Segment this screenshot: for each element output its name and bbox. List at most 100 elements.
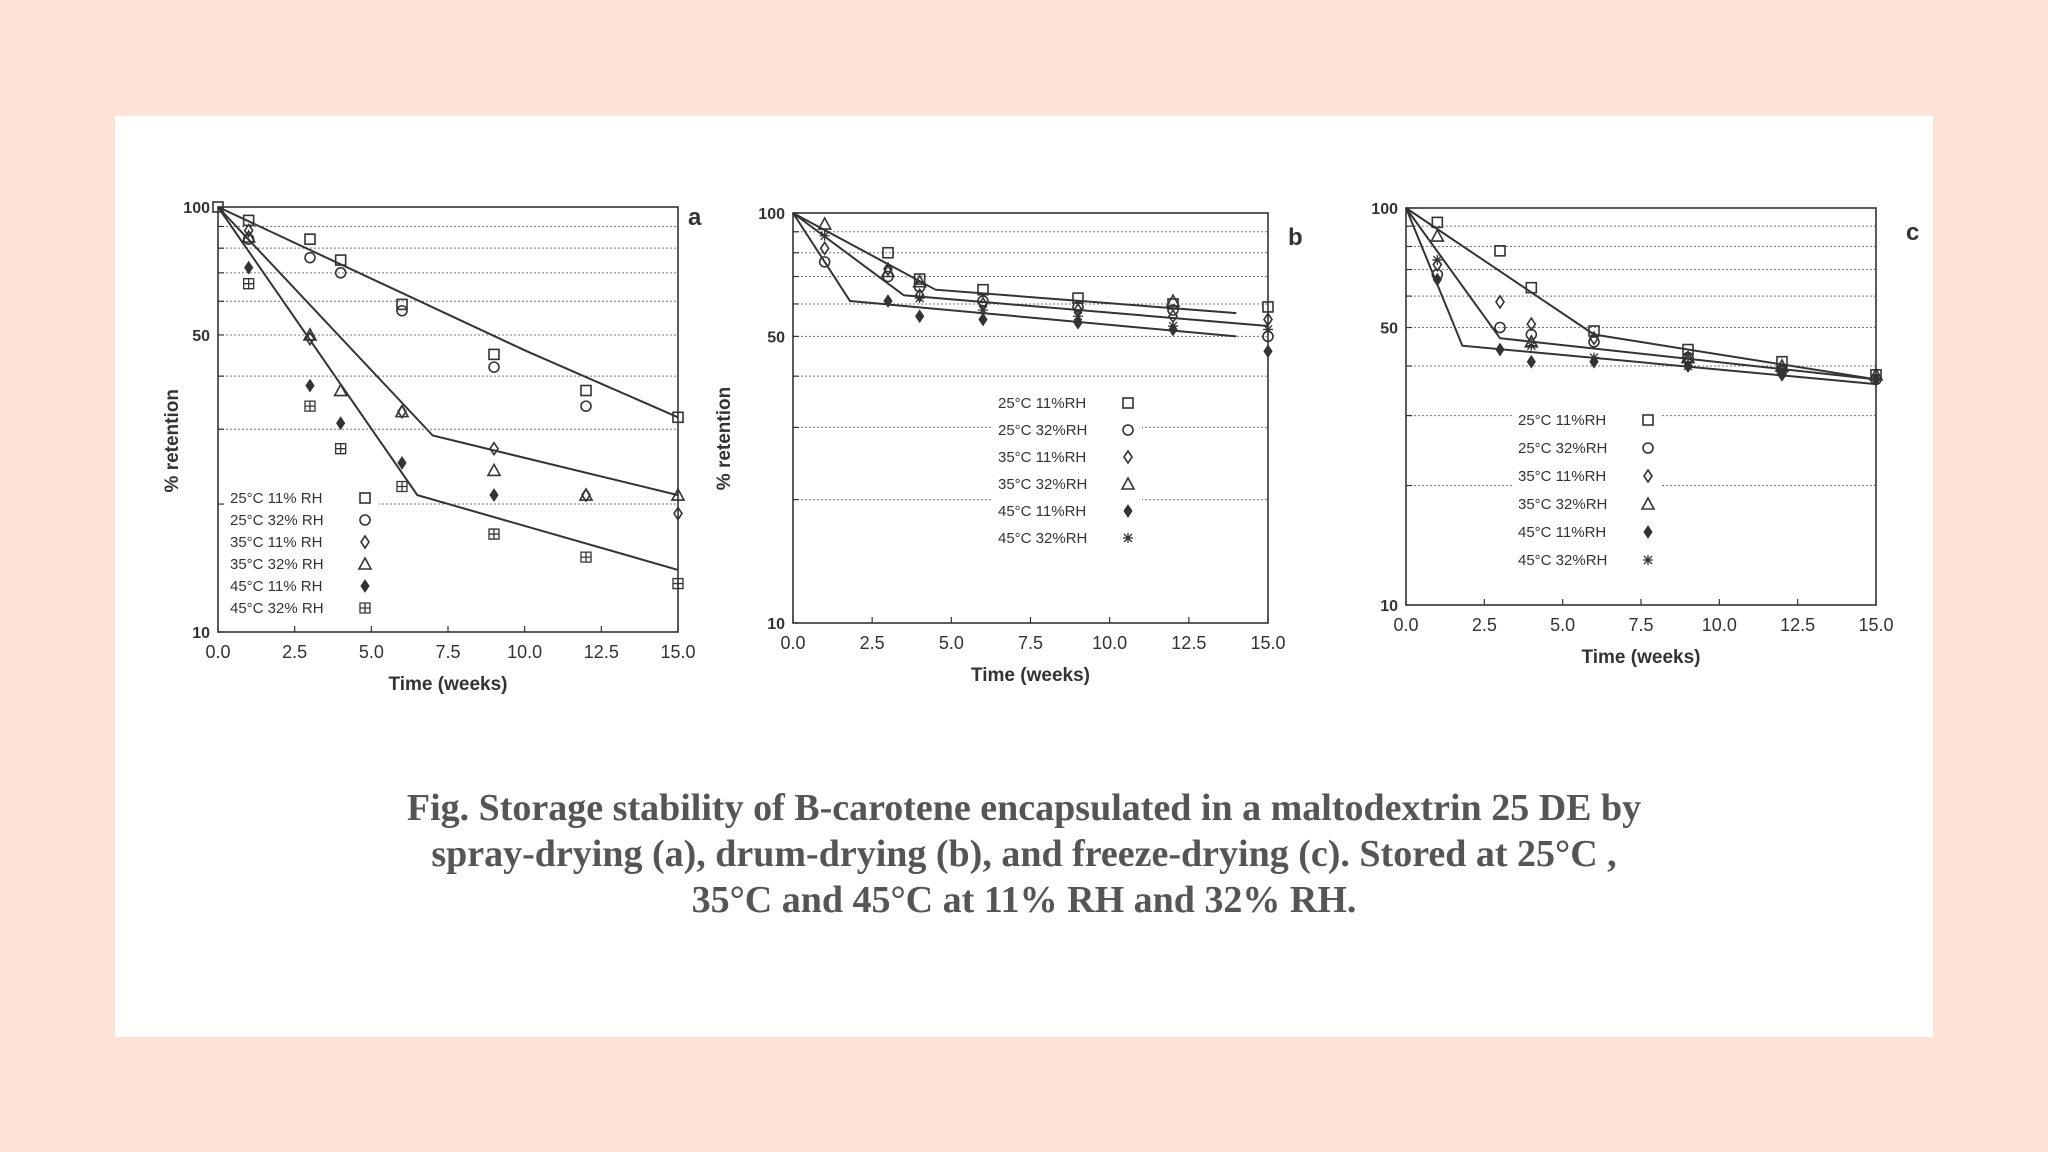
caption-line-1: Fig. Storage stability of B-carotene enc… xyxy=(406,787,1642,829)
data-point xyxy=(488,528,500,540)
data-point xyxy=(915,309,925,324)
data-point xyxy=(1525,281,1538,294)
data-point xyxy=(1777,365,1787,376)
data-point xyxy=(305,378,315,393)
data-point xyxy=(334,254,347,266)
data-point xyxy=(1589,330,1599,346)
data-point xyxy=(1431,216,1444,229)
data-point xyxy=(1165,293,1181,307)
x-tick-label: 2.5 xyxy=(860,633,885,653)
legend-marker xyxy=(1123,449,1133,465)
data-point xyxy=(1494,321,1506,334)
x-tick-label: 15.0 xyxy=(1858,615,1893,635)
data-point xyxy=(488,361,500,373)
x-tick-label: 2.5 xyxy=(282,642,307,662)
legend-marker xyxy=(1640,496,1656,510)
legend-label: 25°C 32% RH xyxy=(230,512,324,529)
legend-marker xyxy=(357,556,373,570)
data-point xyxy=(489,441,499,457)
data-point xyxy=(673,506,683,521)
data-point xyxy=(819,240,830,256)
x-tick-label: 7.5 xyxy=(435,642,460,662)
legend-marker xyxy=(359,492,371,504)
data-point xyxy=(244,260,254,275)
legend-marker xyxy=(360,579,370,593)
data-point xyxy=(1526,340,1537,351)
data-point xyxy=(1073,311,1083,322)
y-tick-label: 50 xyxy=(767,329,785,346)
data-point xyxy=(336,416,346,431)
data-point xyxy=(978,312,988,327)
legend-label: 35°C 32%RH xyxy=(1518,496,1607,513)
x-tick-label: 12.5 xyxy=(584,642,619,662)
x-tick-label: 5.0 xyxy=(939,633,964,653)
data-point xyxy=(914,293,925,304)
legend-marker xyxy=(1123,504,1133,518)
data-point xyxy=(883,294,893,308)
legend-label: 25°C 32%RH xyxy=(1518,440,1607,457)
data-point xyxy=(335,443,347,455)
data-point xyxy=(580,384,592,397)
data-point xyxy=(880,263,896,278)
y-tick-label: 100 xyxy=(1371,201,1398,218)
legend-label: 45°C 11% RH xyxy=(230,578,322,595)
legend-marker xyxy=(1123,533,1133,543)
data-point xyxy=(1168,321,1178,332)
legend-label: 35°C 32%RH xyxy=(998,476,1087,493)
legend-marker xyxy=(1642,442,1654,454)
y-tick-label: 10 xyxy=(192,625,210,642)
caption-line-2: spray-drying (a), drum-drying (b), and f… xyxy=(431,833,1617,875)
x-axis-label: Time (weeks) xyxy=(389,674,508,695)
x-tick-label: 15.0 xyxy=(660,642,695,662)
data-point xyxy=(333,382,349,397)
data-point xyxy=(396,298,408,311)
data-point xyxy=(304,400,316,412)
data-point xyxy=(978,304,988,315)
y-tick-label: 100 xyxy=(758,206,785,223)
x-axis-label: Time (weeks) xyxy=(1582,647,1701,668)
legend-label: 35°C 32% RH xyxy=(230,556,324,573)
y-axis-label: % retention xyxy=(162,389,183,492)
legend-marker xyxy=(1643,525,1653,539)
legend-background xyxy=(224,485,379,623)
data-point xyxy=(883,261,893,277)
data-point xyxy=(977,283,989,296)
data-point xyxy=(1167,304,1179,316)
y-axis-label: % retention xyxy=(714,387,735,490)
chart-panel-b: 0.0 2.5 5.0 7.5 10.0 12.5 15.0 100 50 10 Time (wee… xyxy=(714,206,1303,686)
x-tick-label: 15.0 xyxy=(1250,633,1285,653)
data-point xyxy=(302,327,318,341)
data-point xyxy=(334,267,347,279)
fit-line xyxy=(1405,207,1877,386)
caption-line-3: 35°C and 45°C at 11% RH and 32% RH. xyxy=(691,879,1357,921)
chart-panel-c: 0.0 2.5 5.0 7.5 10.0 12.5 15.0 100 50 10 Time (wee… xyxy=(1371,201,1919,668)
data-point xyxy=(578,487,594,501)
legend-background xyxy=(1512,407,1662,581)
x-axis-label: Time (weeks) xyxy=(971,665,1090,686)
legend-marker xyxy=(359,514,371,526)
x-tick-label: 5.0 xyxy=(1550,615,1575,635)
data-point xyxy=(1494,245,1506,257)
data-point xyxy=(396,480,408,493)
fit-line xyxy=(1405,207,1877,381)
data-point xyxy=(1526,316,1537,332)
legend-label: 25°C 11%RH xyxy=(998,395,1086,412)
panel-label: b xyxy=(1288,224,1303,251)
x-tick-label: 7.5 xyxy=(1628,615,1653,635)
y-tick-label: 50 xyxy=(192,328,210,345)
y-tick-label: 50 xyxy=(1380,321,1398,338)
data-point xyxy=(672,577,684,590)
legend-background xyxy=(992,390,1142,558)
legend-label: 45°C 32% RH xyxy=(230,600,324,617)
data-point xyxy=(818,256,831,268)
legend-marker xyxy=(360,534,370,550)
x-tick-label: 12.5 xyxy=(1780,615,1815,635)
x-tick-label: 7.5 xyxy=(1018,633,1043,653)
fit-line xyxy=(217,206,679,571)
legend-marker xyxy=(359,602,371,614)
fit-line xyxy=(217,206,679,419)
x-tick-label: 10.0 xyxy=(507,642,542,662)
x-tick-label: 2.5 xyxy=(1472,615,1497,635)
data-point xyxy=(580,400,592,412)
data-point xyxy=(672,411,684,424)
